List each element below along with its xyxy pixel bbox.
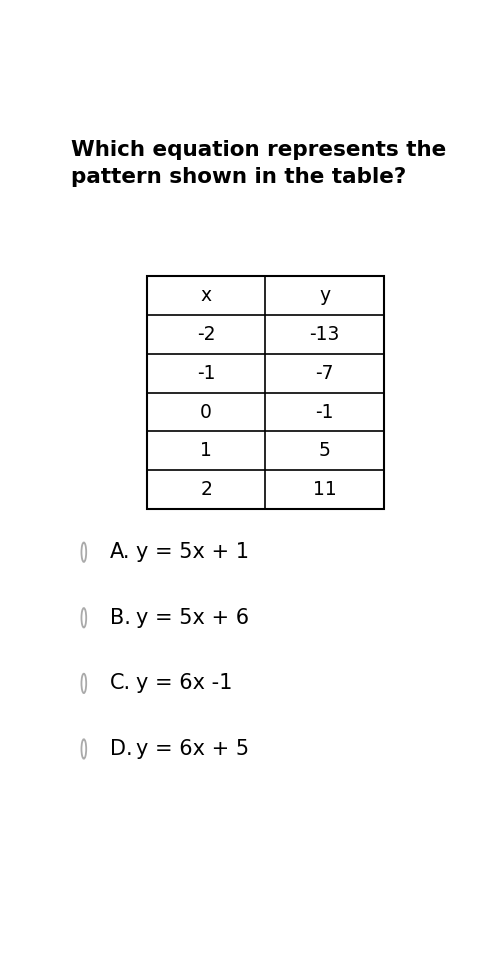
Text: 2: 2 (200, 480, 212, 499)
Text: y = 5x + 6: y = 5x + 6 (136, 608, 249, 628)
Text: y = 5x + 1: y = 5x + 1 (136, 542, 249, 562)
Text: -7: -7 (315, 364, 334, 382)
Text: y = 6x -1: y = 6x -1 (136, 674, 232, 693)
Text: 11: 11 (313, 480, 337, 499)
Text: C.: C. (110, 674, 131, 693)
Text: 1: 1 (200, 441, 212, 461)
Text: B.: B. (110, 608, 130, 628)
Text: D.: D. (110, 739, 132, 759)
Text: -1: -1 (197, 364, 215, 382)
Text: -13: -13 (309, 325, 340, 344)
Text: A.: A. (110, 542, 130, 562)
Bar (147, 277, 384, 509)
Text: 5: 5 (319, 441, 331, 461)
Text: pattern shown in the table?: pattern shown in the table? (71, 166, 406, 187)
Text: -2: -2 (197, 325, 215, 344)
Text: Which equation represents the: Which equation represents the (71, 140, 446, 160)
Text: y: y (319, 287, 330, 305)
Text: -1: -1 (315, 403, 334, 422)
Text: 0: 0 (200, 403, 212, 422)
Text: y = 6x + 5: y = 6x + 5 (136, 739, 249, 759)
Text: x: x (200, 287, 212, 305)
